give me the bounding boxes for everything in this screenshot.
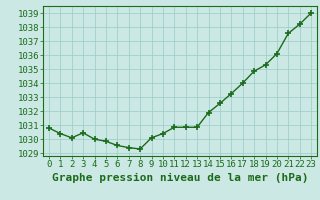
- X-axis label: Graphe pression niveau de la mer (hPa): Graphe pression niveau de la mer (hPa): [52, 173, 308, 183]
